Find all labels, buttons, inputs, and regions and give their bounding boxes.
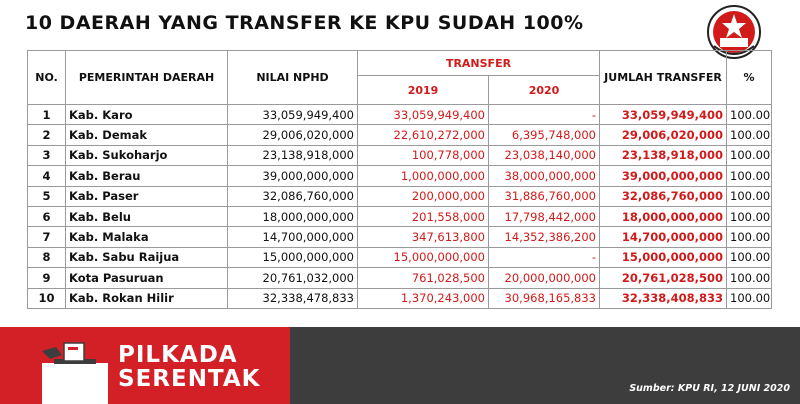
table-row: 3 Kab. Sukoharjo 23,138,918,000 100,778,000… — [27, 144, 772, 167]
row-pct: 100.00% — [726, 267, 772, 289]
row-nphd: 15,000,000,000 — [227, 246, 358, 269]
row-nphd: 39,000,000,000 — [227, 165, 358, 187]
row-transfer-2019: 22,610,272,000 — [357, 124, 489, 146]
row-total: 20,761,028,500 — [599, 267, 727, 289]
row-transfer-2019: 201,558,000 — [357, 205, 489, 228]
row-total: 32,338,408,833 — [599, 287, 727, 309]
page-title: 10 DAERAH YANG TRANSFER KE KPU SUDAH 100… — [25, 12, 584, 34]
footer-bar — [250, 327, 800, 404]
row-region: Kab. Sabu Raijua — [65, 246, 228, 269]
table-row: 5 Kab. Paser 32,086,760,000 200,000,000 31,8… — [27, 185, 772, 207]
row-pct: 100.00% — [726, 205, 772, 228]
header-2019: 2019 — [357, 75, 489, 105]
row-nphd: 14,700,000,000 — [227, 226, 358, 248]
row-no: 5 — [27, 185, 66, 207]
row-transfer-2019: 1,000,000,000 — [357, 165, 489, 187]
row-no: 1 — [27, 103, 66, 126]
row-nphd: 32,086,760,000 — [227, 185, 358, 207]
row-transfer-2019: 347,613,800 — [357, 226, 489, 248]
row-no: 2 — [27, 124, 66, 146]
row-no: 4 — [27, 165, 66, 187]
row-transfer-2020: 20,000,000,000 — [488, 267, 600, 289]
row-total: 18,000,000,000 — [599, 205, 727, 228]
table-row: 2 Kab. Demak 29,006,020,000 22,610,272,000 6… — [27, 124, 772, 146]
table-row: 9 Kota Pasuruan 20,761,032,000 761,028,500 2… — [27, 267, 772, 289]
row-transfer-2019: 100,778,000 — [357, 144, 489, 167]
row-transfer-2020: - — [488, 103, 600, 126]
row-pct: 100.00% — [726, 246, 772, 269]
row-transfer-2020: 6,395,748,000 — [488, 124, 600, 146]
row-nphd: 29,006,020,000 — [227, 124, 358, 146]
row-transfer-2020: 17,798,442,000 — [488, 205, 600, 228]
row-region: Kab. Demak — [65, 124, 228, 146]
row-transfer-2019: 15,000,000,000 — [357, 246, 489, 269]
table-row: 8 Kab. Sabu Raijua 15,000,000,000 15,000,00… — [27, 246, 772, 269]
transfer-table: NO. PEMERINTAH DAERAH NILAI NPHD TRANSFE… — [27, 50, 772, 309]
table-row: 7 Kab. Malaka 14,700,000,000 347,613,800 14,… — [27, 226, 772, 248]
table-row: 6 Kab. Belu 18,000,000,000 201,558,000 17,79… — [27, 205, 772, 228]
row-transfer-2020: 30,968,165,833 — [488, 287, 600, 309]
row-pct: 100.00% — [726, 287, 772, 309]
row-region: Kab. Belu — [65, 205, 228, 228]
brand-line-1: PILKADA — [118, 342, 238, 368]
header-nphd: NILAI NPHD — [227, 50, 358, 105]
row-no: 10 — [27, 287, 66, 309]
row-region: Kab. Berau — [65, 165, 228, 187]
row-transfer-2020: 14,352,386,200 — [488, 226, 600, 248]
row-transfer-2019: 200,000,000 — [357, 185, 489, 207]
row-total: 33,059,949,400 — [599, 103, 727, 126]
row-no: 7 — [27, 226, 66, 248]
row-total: 14,700,000,000 — [599, 226, 727, 248]
header-no: NO. — [27, 50, 66, 105]
row-transfer-2019: 1,370,243,000 — [357, 287, 489, 309]
row-transfer-2020: 23,038,140,000 — [488, 144, 600, 167]
pilkada-serentak-logo: PILKADA SERENTAK — [118, 343, 260, 391]
row-pct: 100.00% — [726, 226, 772, 248]
row-transfer-2019: 761,028,500 — [357, 267, 489, 289]
header-total: JUMLAH TRANSFER — [599, 50, 727, 105]
row-total: 32,086,760,000 — [599, 185, 727, 207]
row-pct: 100.00% — [726, 165, 772, 187]
table-row: 4 Kab. Berau 39,000,000,000 1,000,000,000 38… — [27, 165, 772, 187]
table-row: 10 Kab. Rokan Hilir 32,338,478,833 1,370,24… — [27, 287, 772, 309]
source-caption: Sumber: KPU RI, 12 JUNI 2020 — [629, 383, 790, 394]
kpu-logo — [707, 5, 761, 59]
row-transfer-2020: 31,886,760,000 — [488, 185, 600, 207]
row-pct: 100.00% — [726, 103, 772, 126]
row-region: Kab. Sukoharjo — [65, 144, 228, 167]
row-region: Kab. Karo — [65, 103, 228, 126]
header-transfer: TRANSFER — [357, 50, 600, 76]
row-transfer-2020: - — [488, 246, 600, 269]
row-no: 6 — [27, 205, 66, 228]
footer: PILKADA SERENTAK Sumber: KPU RI, 12 JUNI… — [0, 327, 800, 404]
row-no: 3 — [27, 144, 66, 167]
row-total: 23,138,918,000 — [599, 144, 727, 167]
row-no: 8 — [27, 246, 66, 269]
banner-wedge — [228, 327, 268, 404]
row-transfer-2019: 33,059,949,400 — [357, 103, 489, 126]
header-region: PEMERINTAH DAERAH — [65, 50, 228, 105]
row-region: Kab. Rokan Hilir — [65, 287, 228, 309]
row-nphd: 23,138,918,000 — [227, 144, 358, 167]
row-total: 15,000,000,000 — [599, 246, 727, 269]
row-total: 39,000,000,000 — [599, 165, 727, 187]
ballot-box-icon — [42, 342, 108, 404]
row-pct: 100.00% — [726, 144, 772, 167]
header-2020: 2020 — [488, 75, 600, 105]
row-pct: 100.00% — [726, 124, 772, 146]
row-nphd: 33,059,949,400 — [227, 103, 358, 126]
row-transfer-2020: 38,000,000,000 — [488, 165, 600, 187]
row-pct: 100.00% — [726, 185, 772, 207]
row-nphd: 20,761,032,000 — [227, 267, 358, 289]
row-region: Kab. Paser — [65, 185, 228, 207]
table-row: 1 Kab. Karo 33,059,949,400 33,059,949,400-3… — [27, 103, 772, 126]
header-pct: % — [726, 50, 772, 105]
row-nphd: 32,338,478,833 — [227, 287, 358, 309]
row-region: Kota Pasuruan — [65, 267, 228, 289]
row-no: 9 — [27, 267, 66, 289]
row-region: Kab. Malaka — [65, 226, 228, 248]
brand-line-2: SERENTAK — [118, 366, 261, 392]
row-total: 29,006,020,000 — [599, 124, 727, 146]
row-nphd: 18,000,000,000 — [227, 205, 358, 228]
